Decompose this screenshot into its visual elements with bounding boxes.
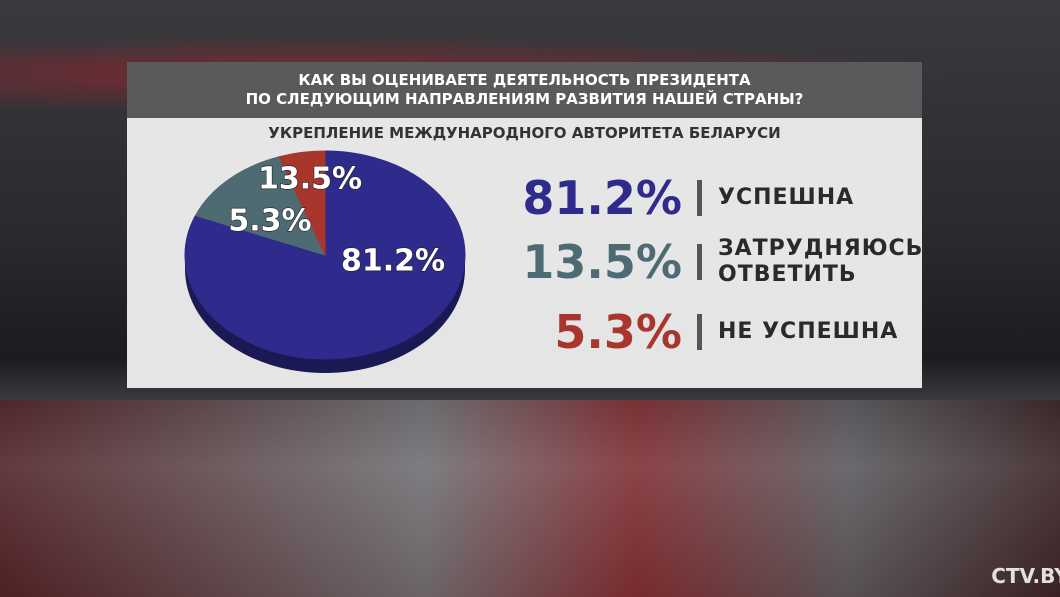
legend-value: 81.2% bbox=[522, 171, 682, 225]
subtitle: УКРЕПЛЕНИЕ МЕЖДУНАРОДНОГО АВТОРИТЕТА БЕЛ… bbox=[268, 124, 781, 142]
pie-slice bbox=[278, 150, 326, 256]
legend-value: 5.3% bbox=[554, 305, 682, 359]
legend-label: ЗАТРУДНЯЮСЬ ОТВЕТИТЬ bbox=[718, 236, 924, 287]
logo: CTV.BY bbox=[991, 564, 1060, 588]
pie-label: 5.3% bbox=[228, 204, 311, 239]
title-line: ПО СЛЕДУЮЩИМ НАПРАВЛЕНИЯМ РАЗВИТИЯ НАШЕЙ… bbox=[245, 90, 804, 108]
legend-separator bbox=[697, 314, 702, 350]
background-floor bbox=[0, 400, 1060, 597]
legend-separator bbox=[697, 180, 702, 216]
title-line: КАК ВЫ ОЦЕНИВАЕТЕ ДЕЯТЕЛЬНОСТЬ ПРЕЗИДЕНТ… bbox=[298, 71, 751, 89]
pie-label: 13.5% bbox=[258, 162, 362, 197]
legend-separator bbox=[697, 244, 702, 280]
legend-label: УСПЕШНА bbox=[718, 185, 855, 210]
legend-value: 13.5% bbox=[522, 235, 682, 289]
header: КАК ВЫ ОЦЕНИВАЕТЕ ДЕЯТЕЛЬНОСТЬ ПРЕЗИДЕНТ… bbox=[127, 62, 922, 118]
legend-label: НЕ УСПЕШНА bbox=[718, 319, 899, 344]
pie-label: 81.2% bbox=[341, 244, 445, 279]
pie-slice bbox=[194, 156, 326, 256]
